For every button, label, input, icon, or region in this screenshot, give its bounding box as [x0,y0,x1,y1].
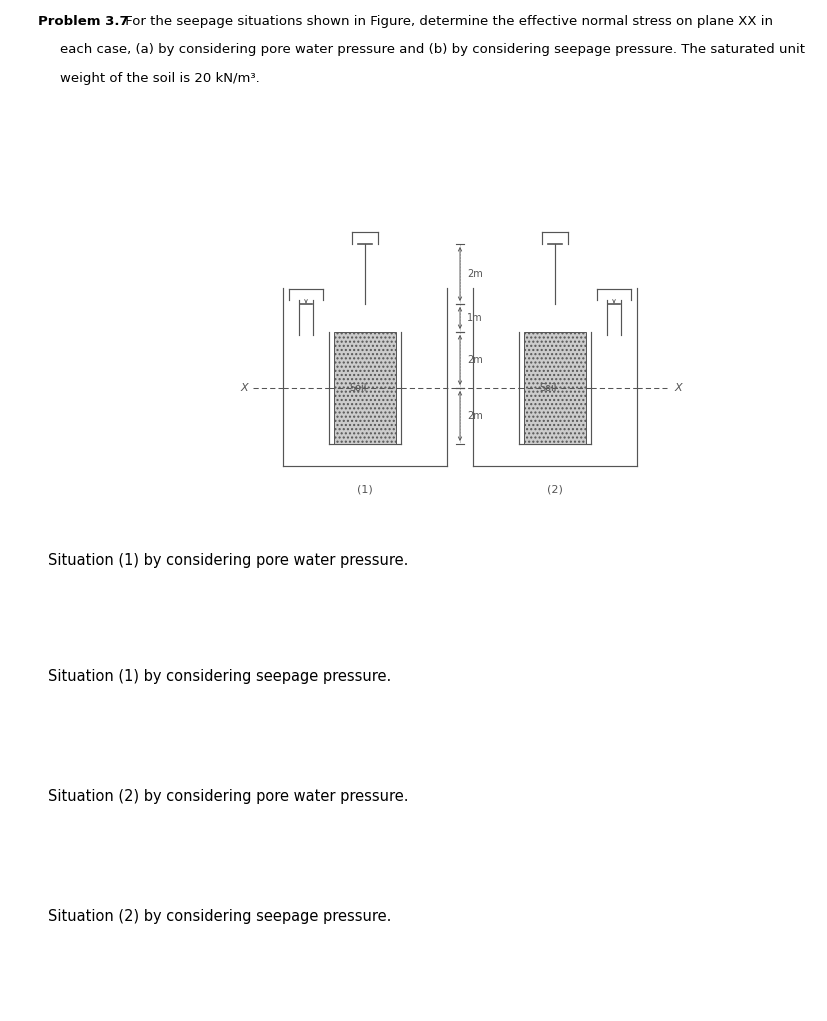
Text: Situation (1) by considering pore water pressure.: Situation (1) by considering pore water … [48,553,409,568]
Text: Situation (2) by considering seepage pressure.: Situation (2) by considering seepage pre… [48,909,391,924]
Text: 2m: 2m [467,411,483,421]
Text: 1m: 1m [467,313,483,323]
Text: X: X [241,383,248,393]
Text: Soil: Soil [539,383,557,393]
Text: Situation (1) by considering seepage pressure.: Situation (1) by considering seepage pre… [48,669,391,684]
Text: X: X [674,383,681,393]
Text: each case, (a) by considering pore water pressure and (b) by considering seepage: each case, (a) by considering pore water… [60,44,805,56]
Bar [334,332,396,444]
Text: (1): (1) [357,484,373,494]
Text: Soil: Soil [349,383,366,393]
Text: Situation (2) by considering pore water pressure.: Situation (2) by considering pore water … [48,789,409,804]
Text: weight of the soil is 20 kN/m³.: weight of the soil is 20 kN/m³. [60,72,260,85]
Bar [524,332,586,444]
Text: 2m: 2m [467,269,483,279]
Text: (2): (2) [547,484,563,494]
Text: For the seepage situations shown in Figure, determine the effective normal stres: For the seepage situations shown in Figu… [121,15,773,28]
Text: 2m: 2m [467,355,483,364]
Text: Problem 3.7: Problem 3.7 [38,15,129,28]
